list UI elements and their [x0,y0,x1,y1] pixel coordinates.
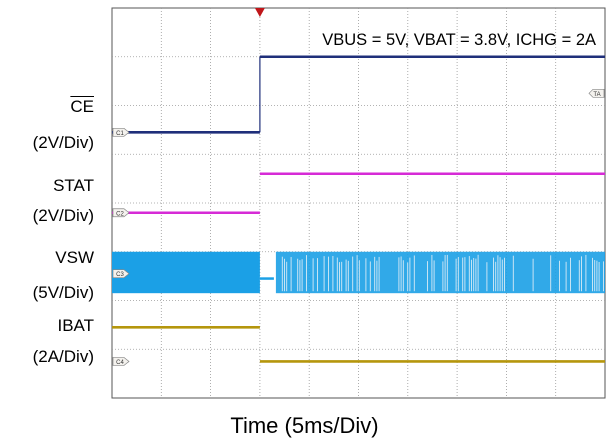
ibat-channel-label: IBAT [57,316,94,335]
ce-marker-shape [112,127,130,137]
trigger-arrow-icon [254,8,265,17]
trigger-level-marker: TA [588,88,605,98]
vsw-channel-marker: C3 [112,269,130,279]
x-axis-label: Time (5ms/Div) [230,413,379,438]
vsw-marker-shape [112,269,130,279]
chart-title: VBUS = 5V, VBAT = 3.8V, ICHG = 2A [322,31,596,49]
traces [112,55,605,363]
ibat-marker-text: C4 [116,360,124,366]
vsw-trace-before [112,251,260,294]
vsw-scale-label: (5V/Div) [32,283,94,302]
ce-channel-label: CE [70,97,94,116]
ce-marker-text: C1 [116,131,124,137]
ibat-channel-marker: C4 [112,357,130,366]
ibat-scale-label: (2A/Div) [32,347,94,366]
trigger-level-marker-shape [588,88,605,98]
vsw-channel-label: VSW [55,248,94,267]
vsw-trace-after [275,251,605,294]
stat-marker-shape [112,208,130,218]
stat-scale-label: (2V/Div) [32,206,94,225]
trigger-level-marker-text: TA [593,92,600,98]
ce-scale-label: (2V/Div) [32,133,94,152]
vsw-marker-text: C3 [116,272,124,278]
stat-channel-marker: C2 [112,208,130,218]
ibat-marker-shape [112,357,130,366]
stat-channel-label: STAT [53,176,94,195]
ce-channel-marker: C1 [112,127,130,137]
stat-marker-text: C2 [116,211,124,217]
channel-markers: C1 C2 C3 C4 TA [112,8,605,366]
grid [111,7,606,399]
